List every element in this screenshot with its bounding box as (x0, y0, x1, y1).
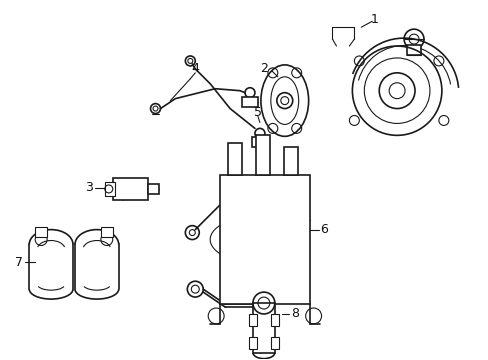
Bar (248, 314, 256, 326)
Text: 4: 4 (191, 62, 199, 75)
Bar (147, 184, 159, 194)
Bar (242, 96, 257, 107)
Bar (35, 227, 47, 237)
Text: 5: 5 (253, 106, 262, 119)
Bar (255, 135, 269, 175)
Text: 2: 2 (260, 62, 267, 75)
Text: 6: 6 (320, 223, 328, 236)
Bar (104, 182, 115, 196)
Bar (113, 178, 147, 200)
Text: 8: 8 (290, 307, 298, 320)
Bar (252, 303, 274, 353)
Bar (406, 45, 420, 55)
Text: 7: 7 (15, 256, 23, 269)
Bar (270, 337, 278, 349)
Bar (220, 175, 309, 304)
Bar (251, 137, 267, 147)
Text: 1: 1 (369, 13, 377, 26)
Bar (248, 337, 256, 349)
Bar (101, 227, 113, 237)
Bar (270, 314, 278, 326)
Bar (283, 147, 297, 175)
Text: 3: 3 (85, 181, 93, 194)
Bar (227, 143, 242, 175)
